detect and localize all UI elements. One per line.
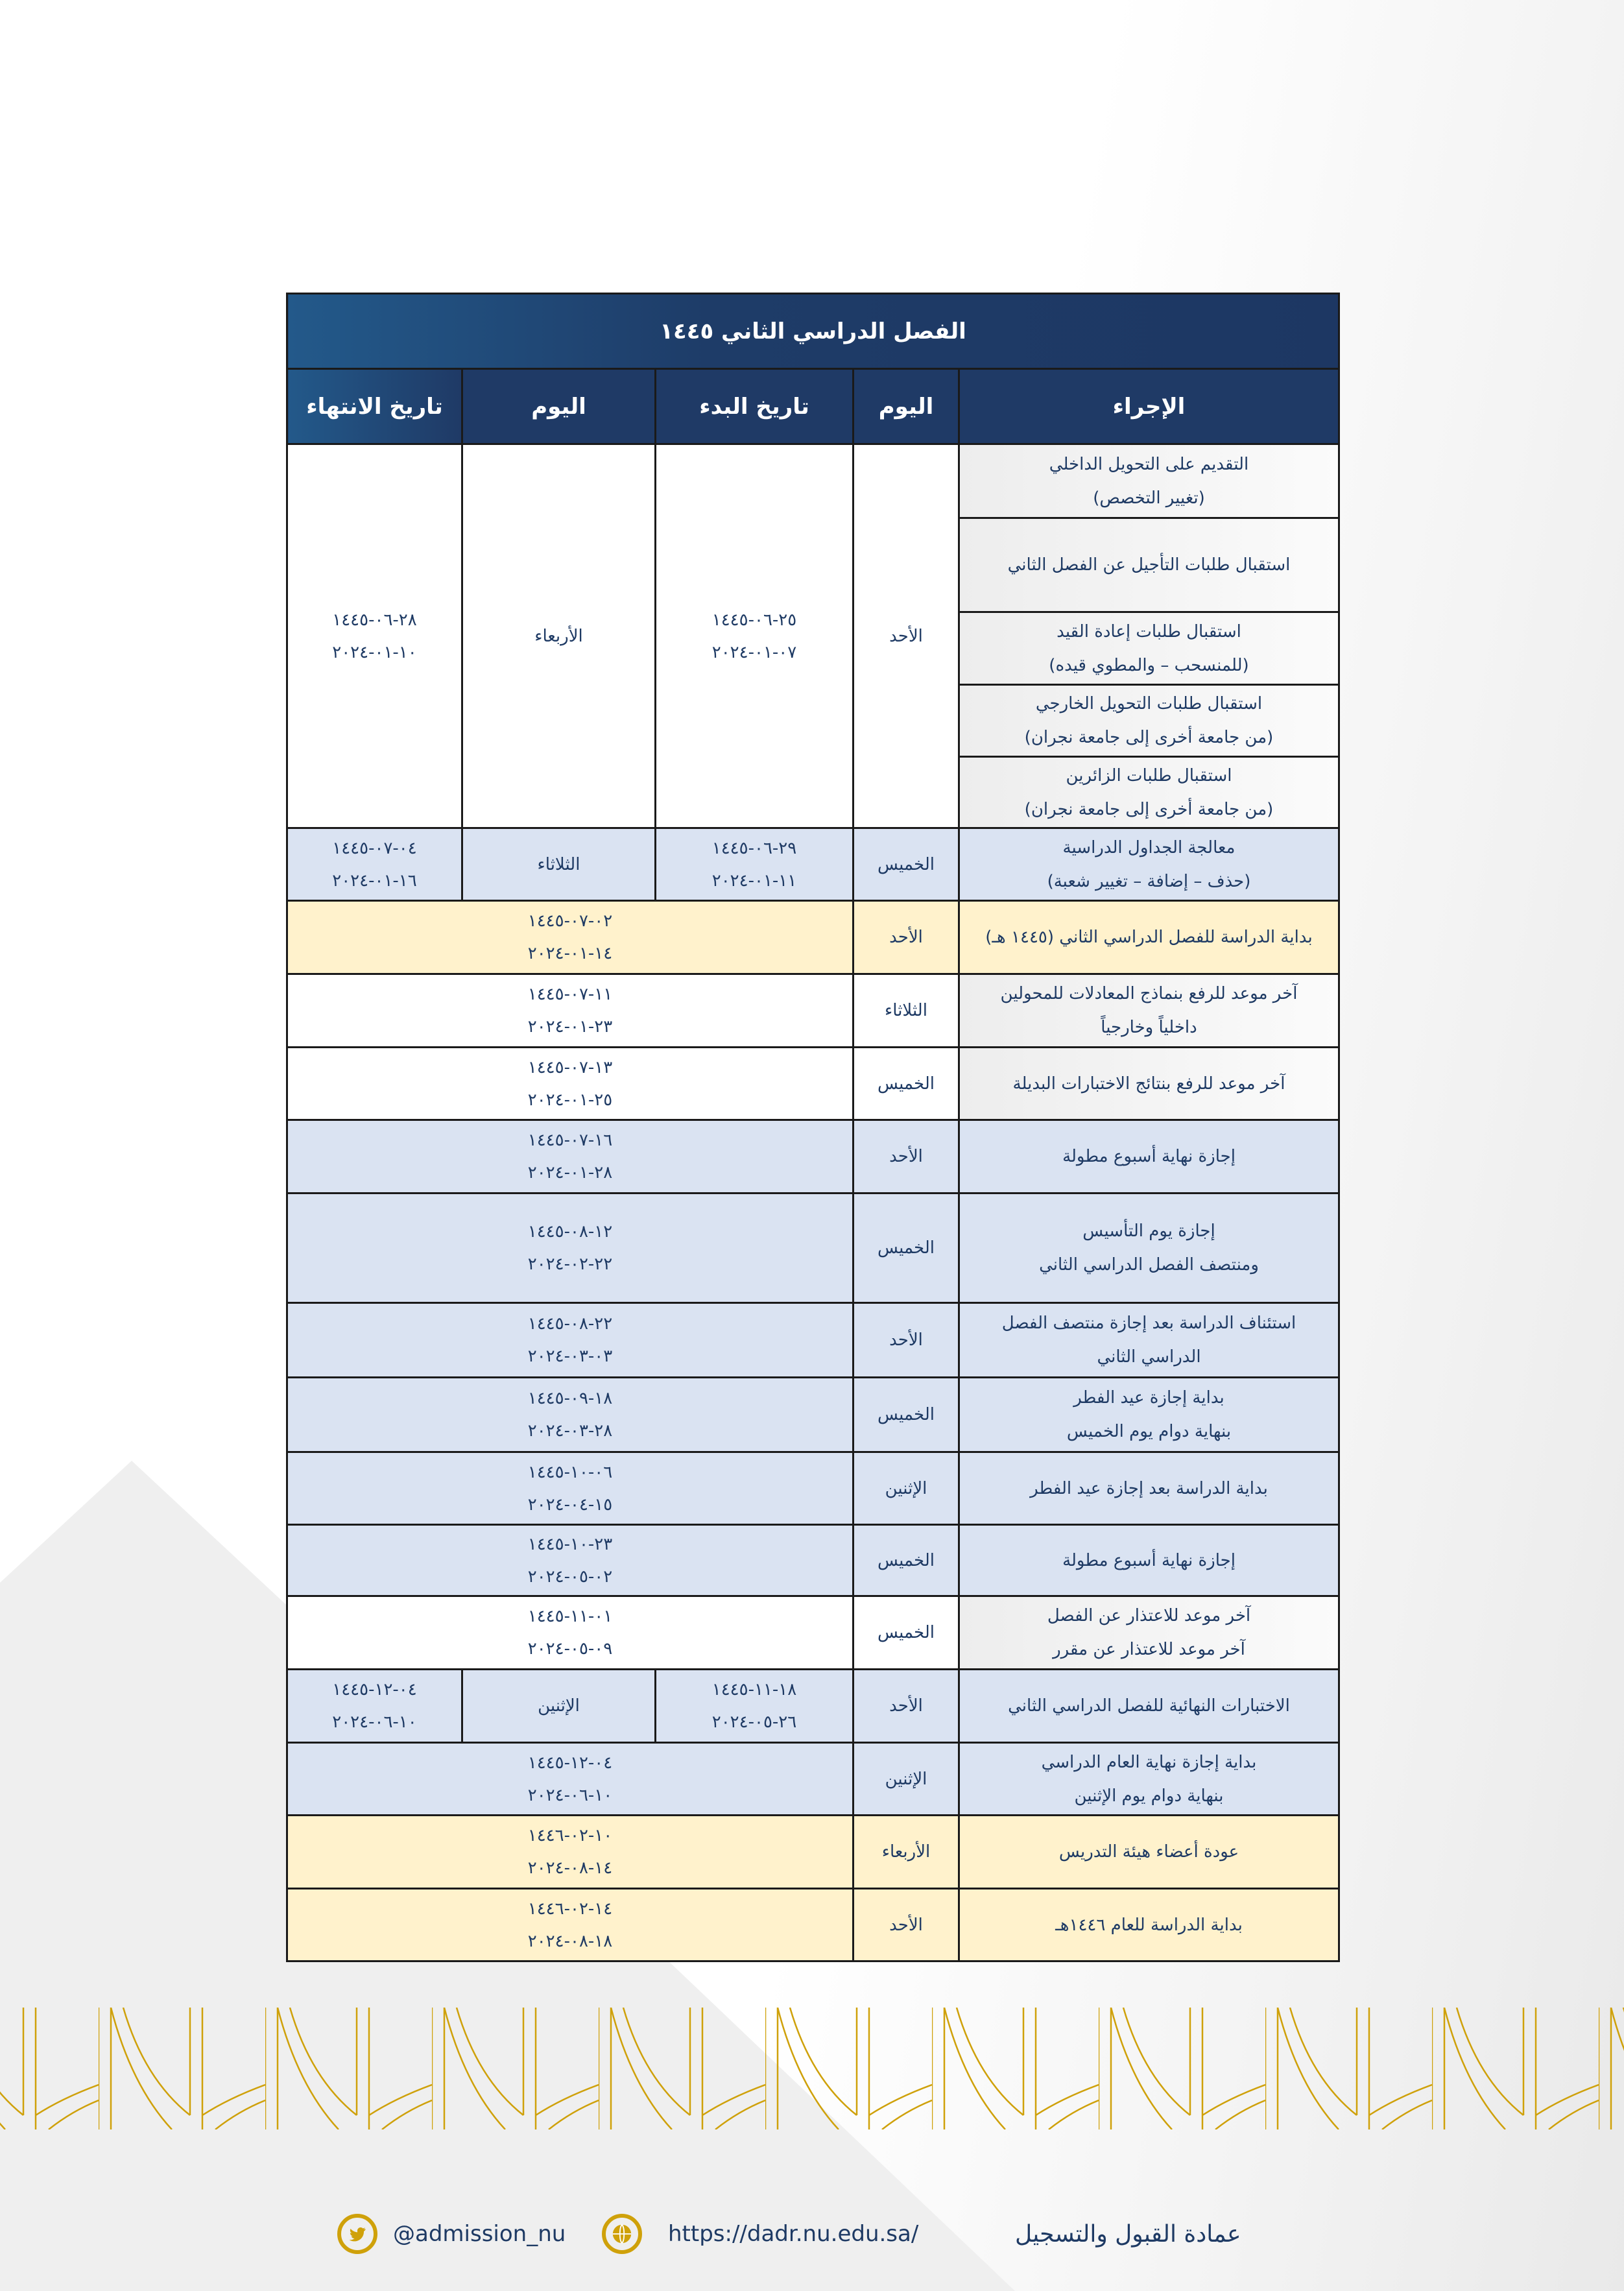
table-row: التقديم على التحويل الداخلي (تغيير التخصص…: [286, 443, 1340, 829]
end-day-cell: الثلاثاء: [461, 827, 656, 902]
action-cell: إجازة نهاية أسبوع مطولة: [958, 1119, 1340, 1194]
date-cell: ١٤٤٥-١٢-٠٤ ٢٠٢٤-٠٦-١٠: [286, 1742, 854, 1816]
date-cell: ١٤٤٦-٠٢-١٠ ٢٠٢٤-٠٨-١٤: [286, 1814, 854, 1889]
action-cell: استقبال طلبات إعادة القيد (للمنسحب – والم…: [958, 611, 1340, 686]
header-end-date: تاريخ الانتهاء: [286, 368, 463, 445]
table-row: معالجة الجداول الدراسية (حذف – إضافة – تغ…: [286, 827, 1340, 902]
date-cell: ١٤٤٥-٠٧-١١ ٢٠٢٤-٠١-٢٣: [286, 973, 854, 1048]
action-cell: استقبال طلبات التأجيل عن الفصل الثاني: [958, 517, 1340, 613]
date-cell: ١٤٤٥-٠٦-٢٥ ٢٠٢٤-٠١-٠٧: [654, 443, 854, 829]
action-cell: بداية الدراسة للفصل الدراسي الثاني (١٤٤٥…: [958, 900, 1340, 975]
calendar-table: الفصل الدراسي الثاني ١٤٤٥ الإجراء اليوم …: [286, 293, 1340, 1962]
action-cell: معالجة الجداول الدراسية (حذف – إضافة – تغ…: [958, 827, 1340, 902]
day-cell: الثلاثاء: [852, 973, 960, 1048]
twitter-handle: @admission_nu: [393, 2221, 566, 2247]
table-row: بداية إجازة عيد الفطر بنهاية دوام يوم الخ…: [286, 1376, 1340, 1453]
action-cell: بداية إجازة نهاية العام الدراسي بنهاية دو…: [958, 1742, 1340, 1816]
table-row: استقبال طلبات الزائرين (من جامعة أخرى إلى…: [287, 756, 1340, 829]
action-cell: عودة أعضاء هيئة التدريس: [958, 1814, 1340, 1889]
table-row: استقبال طلبات التأجيل عن الفصل الثاني: [287, 517, 1340, 613]
header-day-end: اليوم: [461, 368, 656, 445]
table-row: إجازة نهاية أسبوع مطولة الأحد ١٤٤٥-٠٧-١٦ ٢٠…: [286, 1119, 1340, 1194]
day-cell: الإثنين: [852, 1742, 960, 1816]
table-row: بداية إجازة نهاية العام الدراسي بنهاية دو…: [286, 1742, 1340, 1816]
end-day-cell: الأربعاء: [461, 443, 656, 829]
website-url: https://dadr.nu.edu.sa/: [668, 2221, 919, 2247]
day-cell: الأحد: [852, 1119, 960, 1194]
action-cell: بداية الدراسة بعد إجازة عيد الفطر: [958, 1451, 1340, 1526]
header-action: الإجراء: [958, 368, 1340, 445]
table-row: آخر موعد للرفع بنماذج المعادلات للمحولين…: [286, 973, 1340, 1048]
date-cell: ١٤٤٥-١١-١٨ ٢٠٢٤-٠٥-٢٦: [654, 1668, 854, 1744]
action-cell: آخر موعد للاعتذار عن الفصل آخر موعد للاعت…: [958, 1595, 1340, 1670]
table-row: آخر موعد للاعتذار عن الفصل آخر موعد للاعت…: [286, 1595, 1340, 1670]
day-cell: الإثنين: [852, 1451, 960, 1526]
date-cell: ١٤٤٥-٠٦-٢٨ ٢٠٢٤-٠١-١٠: [286, 443, 463, 829]
end-day-cell: الإثنين: [461, 1668, 656, 1744]
table-row: عودة أعضاء هيئة التدريس الأربعاء ١٤٤٦-٠٢-١…: [286, 1814, 1340, 1889]
day-cell: الأحد: [852, 1302, 960, 1378]
date-cell: ١٤٤٥-١٠-٠٦ ٢٠٢٤-٠٤-١٥: [286, 1451, 854, 1526]
table-row: إجازة نهاية أسبوع مطولة الخميس ١٤٤٥-١٠-٢٣ ٢…: [286, 1524, 1340, 1597]
day-cell: الأحد: [852, 1888, 960, 1962]
day-cell: الخميس: [852, 1046, 960, 1121]
table-row: بداية الدراسة بعد إجازة عيد الفطر الإثنين…: [286, 1451, 1340, 1526]
header-day: اليوم: [852, 368, 960, 445]
action-cell: آخر موعد للرفع بنماذج المعادلات للمحولين…: [958, 973, 1340, 1048]
action-cell: بداية إجازة عيد الفطر بنهاية دوام يوم الخ…: [958, 1376, 1340, 1453]
action-cell: التقديم على التحويل الداخلي (تغيير التخصص…: [958, 443, 1340, 519]
date-cell: ١٤٤٥-٠٧-٠٢ ٢٠٢٤-٠١-١٤: [286, 900, 854, 975]
gold-decorative-pattern: [0, 2008, 1624, 2129]
date-cell: ١٤٤٥-٠٧-٠٤ ٢٠٢٤-٠١-١٦: [286, 827, 463, 902]
action-cell: إجازة نهاية أسبوع مطولة: [958, 1524, 1340, 1597]
action-cell: الاختبارات النهائية للفصل الدراسي الثاني: [958, 1668, 1340, 1744]
globe-icon: [602, 2214, 642, 2254]
date-cell: ١٤٤٥-١١-٠١ ٢٠٢٤-٠٥-٠٩: [286, 1595, 854, 1670]
action-cell: بداية الدراسة للعام ١٤٤٦هـ: [958, 1888, 1340, 1962]
table-row: بداية الدراسة للعام ١٤٤٦هـ الأحد ١٤٤٦-٠٢-١…: [286, 1888, 1340, 1962]
table-row: إجازة يوم التأسيس ومنتصف الفصل الدراسي ال…: [286, 1192, 1340, 1304]
website-link[interactable]: https://dadr.nu.edu.sa/: [602, 2213, 918, 2255]
day-cell: الأربعاء: [852, 1814, 960, 1889]
date-cell: ١٤٤٥-٠٩-١٨ ٢٠٢٤-٠٣-٢٨: [286, 1376, 854, 1453]
day-cell: الخميس: [852, 827, 960, 902]
day-cell: الأحد: [852, 900, 960, 975]
table-row: آخر موعد للرفع بنتائج الاختبارات البديلة…: [286, 1046, 1340, 1121]
date-cell: ١٤٤٥-٠٨-٢٢ ٢٠٢٤-٠٣-٠٣: [286, 1302, 854, 1378]
table-row: الاختبارات النهائية للفصل الدراسي الثاني…: [286, 1668, 1340, 1744]
day-cell: الخميس: [852, 1376, 960, 1453]
header-start-date: تاريخ البدء: [654, 368, 854, 445]
date-cell: ١٤٤٦-٠٢-١٤ ٢٠٢٤-٠٨-١٨: [286, 1888, 854, 1962]
date-cell: ١٤٤٥-٠٦-٢٩ ٢٠٢٤-٠١-١١: [654, 827, 854, 902]
day-cell: الخميس: [852, 1192, 960, 1304]
twitter-link[interactable]: @admission_nu: [337, 2213, 566, 2255]
action-cell: استقبال طلبات الزائرين (من جامعة أخرى إلى…: [958, 756, 1340, 829]
twitter-icon: [337, 2214, 377, 2254]
date-cell: ١٤٤٥-٠٧-١٣ ٢٠٢٤-٠١-٢٥: [286, 1046, 854, 1121]
action-cell: استقبال طلبات التحويل الخارجي (من جامعة أ…: [958, 684, 1340, 758]
action-cell: استئناف الدراسة بعد إجازة منتصف الفصل الد…: [958, 1302, 1340, 1378]
day-cell: الخميس: [852, 1595, 960, 1670]
table-row: استقبال طلبات التحويل الخارجي (من جامعة أ…: [287, 684, 1340, 758]
department-name: عمادة القبول والتسجيل: [1015, 2220, 1241, 2248]
date-cell: ١٤٤٥-١٢-٠٤ ٢٠٢٤-٠٦-١٠: [286, 1668, 463, 1744]
start-day-cell: الأحد: [852, 443, 960, 829]
table-row: بداية الدراسة للفصل الدراسي الثاني (١٤٤٥…: [286, 900, 1340, 975]
table-title: الفصل الدراسي الثاني ١٤٤٥: [286, 293, 1340, 370]
action-cell: آخر موعد للرفع بنتائج الاختبارات البديلة: [958, 1046, 1340, 1121]
date-cell: ١٤٤٥-٠٧-١٦ ٢٠٢٤-٠١-٢٨: [286, 1119, 854, 1194]
date-cell: ١٤٤٥-١٠-٢٣ ٢٠٢٤-٠٥-٠٢: [286, 1524, 854, 1597]
action-cell: إجازة يوم التأسيس ومنتصف الفصل الدراسي ال…: [958, 1192, 1340, 1304]
date-cell: ١٤٤٥-٠٨-١٢ ٢٠٢٤-٠٢-٢٢: [286, 1192, 854, 1304]
table-row: استقبال طلبات إعادة القيد (للمنسحب – والم…: [287, 611, 1340, 686]
day-cell: الخميس: [852, 1524, 960, 1597]
day-cell: الأحد: [852, 1668, 960, 1744]
table-row: استئناف الدراسة بعد إجازة منتصف الفصل الد…: [286, 1302, 1340, 1378]
